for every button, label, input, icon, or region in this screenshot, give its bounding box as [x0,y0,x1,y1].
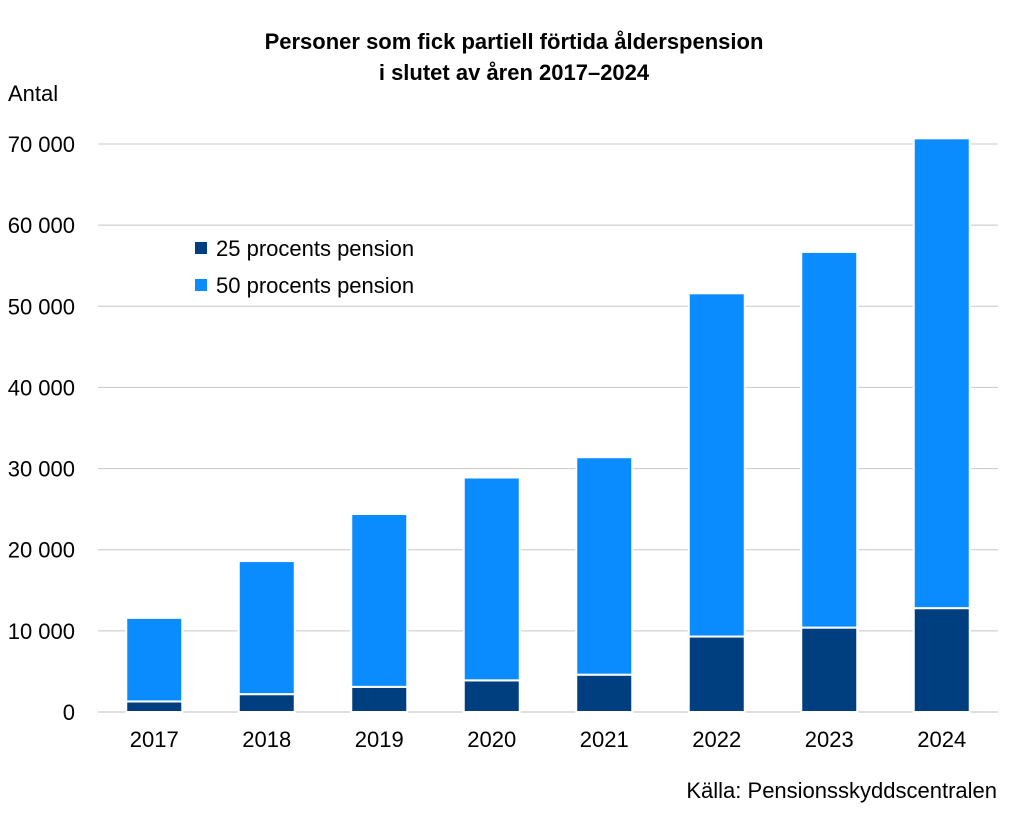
bar-50-procent-2024 [912,137,971,610]
legend-swatch [195,242,207,254]
bar-50-procent-2019 [350,513,409,688]
y-axis-label: Antal [8,81,58,106]
bar-25-procent-2017 [125,700,184,713]
bar-50-procent-2022 [687,292,746,638]
y-tick-labels: 0 10 000 20 000 30 000 40 000 50 000 60 000 70 … [8,132,75,725]
x-tick-label: 2020 [467,727,516,752]
x-tick-label: 2023 [805,727,854,752]
y-tick-label: 70 000 [8,132,75,157]
bar-25-procent-2020 [462,679,521,714]
bar-25-procent-2023 [800,626,859,714]
x-tick-label: 2024 [917,727,966,752]
y-tick-label: 40 000 [8,375,75,400]
bar-50-procent-2018 [237,560,296,696]
chart-title-line-2: i slutet av åren 2017–2024 [379,60,650,85]
bar-50-procent-2021 [575,456,634,676]
legend-swatch [195,279,207,291]
x-tick-label: 2022 [692,727,741,752]
bar-25-procent-2019 [350,685,409,713]
bar-25-procent-2022 [687,635,746,714]
x-tick-label: 2017 [130,727,179,752]
bars [125,137,971,714]
bar-25-procent-2021 [575,673,634,713]
y-tick-label: 20 000 [8,538,75,563]
y-tick-label: 30 000 [8,457,75,482]
source-note: Källa: Pensionsskyddscentralen [686,778,997,803]
y-tick-label: 60 000 [8,213,75,238]
bar-25-procent-2024 [912,607,971,713]
bar-25-procent-2018 [237,693,296,713]
bar-50-procent-2023 [800,250,859,629]
y-tick-label: 0 [63,700,75,725]
legend: 25 procents pension 50 procents pension [195,236,414,298]
grid-lines [98,143,998,713]
legend-label: 50 procents pension [216,273,414,298]
bar-50-procent-2020 [462,476,521,682]
x-tick-label: 2018 [242,727,291,752]
chart-title-line-1: Personer som fick partiell förtida ålder… [265,29,764,54]
x-tick-label: 2019 [355,727,404,752]
legend-label: 25 procents pension [216,236,414,261]
y-tick-label: 50 000 [8,294,75,319]
x-tick-labels: 2017 2018 2019 2020 2021 2022 2023 2024 [130,727,966,752]
y-tick-label: 10 000 [8,619,75,644]
bar-50-procent-2017 [125,616,184,703]
x-tick-label: 2021 [580,727,629,752]
